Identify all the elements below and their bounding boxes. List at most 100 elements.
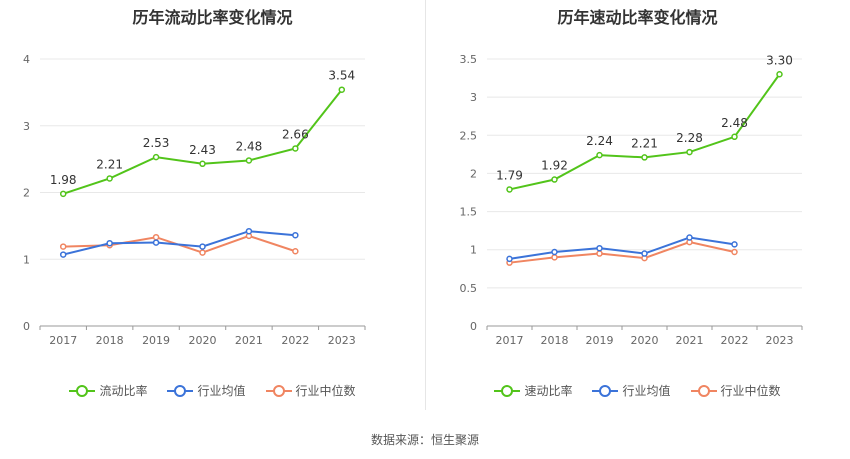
- data-label: 2.48: [721, 116, 748, 130]
- legend-swatch-icon: [690, 384, 717, 398]
- legend-item[interactable]: 速动比率: [494, 382, 572, 399]
- y-tick-label: 0.5: [460, 282, 478, 295]
- y-tick-label: 4: [23, 53, 30, 66]
- chart-title: 历年速动比率变化情况: [557, 8, 718, 27]
- data-point[interactable]: [59, 243, 67, 250]
- data-point[interactable]: [292, 231, 299, 239]
- series-line: [62, 89, 343, 195]
- chart-panel-quick-ratio: 历年速动比率变化情况 0 0.5 1 1.5 2 2.5 3 3.5 2017 2018 2019 2…: [425, 0, 850, 415]
- series-line: [509, 236, 735, 260]
- data-label: 2.28: [676, 131, 703, 145]
- legend-swatch-icon: [494, 384, 521, 398]
- data-point[interactable]: [152, 239, 160, 246]
- data-point[interactable]: [199, 249, 206, 256]
- legend-label: 速动比率: [524, 384, 573, 398]
- x-tick-label: 2018: [541, 334, 569, 347]
- data-point[interactable]: [199, 160, 206, 168]
- data-point[interactable]: [199, 243, 206, 250]
- data-label: 2.66: [282, 127, 309, 141]
- y-tick-label: 0: [23, 320, 30, 333]
- legend-item[interactable]: 行业均值: [592, 382, 671, 399]
- data-point[interactable]: [338, 86, 346, 93]
- legend-item[interactable]: 流动比率: [69, 382, 147, 399]
- data-point[interactable]: [506, 255, 513, 263]
- data-point[interactable]: [292, 247, 299, 255]
- data-point[interactable]: [551, 176, 558, 183]
- data-point[interactable]: [106, 239, 113, 247]
- series-line: [62, 230, 296, 256]
- y-tick-label: 2.5: [460, 129, 478, 142]
- legend-label: 行业均值: [197, 384, 246, 398]
- data-point[interactable]: [245, 157, 253, 164]
- data-point[interactable]: [596, 250, 603, 257]
- legend-label: 行业中位数: [720, 384, 781, 398]
- data-point[interactable]: [731, 133, 738, 141]
- chart-legend: 流动比率 行业均值 行业中位数: [0, 382, 425, 399]
- legend-swatch-icon: [69, 384, 96, 398]
- x-tick-label: 2019: [586, 334, 614, 347]
- legend-swatch-icon: [167, 384, 194, 398]
- y-tick-label: 2: [23, 187, 30, 200]
- legend-swatch-icon: [592, 384, 619, 398]
- data-point[interactable]: [596, 151, 603, 159]
- x-tick-label: 2021: [235, 334, 263, 347]
- data-point[interactable]: [506, 186, 513, 193]
- data-point[interactable]: [551, 248, 558, 256]
- series-line: [509, 241, 735, 264]
- legend-label: 行业均值: [622, 384, 671, 398]
- chart-title: 历年流动比率变化情况: [132, 8, 293, 27]
- legend-label: 行业中位数: [295, 384, 356, 398]
- data-point[interactable]: [776, 71, 783, 78]
- data-label: 3.30: [766, 53, 793, 67]
- x-tick-label: 2022: [721, 334, 749, 347]
- data-point[interactable]: [152, 233, 160, 241]
- data-label: 2.48: [236, 139, 263, 153]
- y-tick-label: 1: [23, 253, 30, 266]
- chart-legend: 速动比率 行业均值 行业中位数: [425, 382, 850, 399]
- x-tick-label: 2023: [766, 334, 794, 347]
- data-label: 2.21: [631, 136, 658, 150]
- legend-swatch-icon: [265, 384, 292, 398]
- data-point[interactable]: [686, 148, 693, 156]
- legend-label: 流动比率: [99, 384, 148, 398]
- legend-item[interactable]: 行业均值: [167, 382, 246, 399]
- data-point[interactable]: [731, 248, 738, 256]
- data-point[interactable]: [551, 254, 558, 261]
- y-tick-label: 0: [470, 320, 477, 333]
- data-point[interactable]: [641, 250, 648, 257]
- data-point[interactable]: [686, 234, 693, 241]
- data-label: 1.92: [541, 159, 568, 173]
- data-point[interactable]: [641, 154, 648, 161]
- data-point[interactable]: [292, 145, 299, 152]
- data-label: 2.21: [96, 157, 123, 171]
- y-tick-label: 3: [23, 120, 30, 133]
- x-tick-label: 2017: [496, 334, 524, 347]
- line-chart-current-ratio: 0 1 2 3 4 2017 2018 2019 2020 2021 2022 2023 1.98 2.2…: [23, 53, 366, 347]
- y-tick-label: 3.5: [460, 53, 478, 66]
- data-label: 2.53: [143, 136, 170, 150]
- x-tick-label: 2020: [631, 334, 659, 347]
- x-tick-label: 2021: [676, 334, 704, 347]
- legend-item[interactable]: 行业中位数: [690, 382, 781, 399]
- data-point[interactable]: [245, 227, 253, 235]
- data-point[interactable]: [152, 153, 160, 161]
- x-tick-label: 2018: [96, 334, 124, 347]
- y-tick-label: 2: [470, 167, 477, 180]
- x-tick-label: 2019: [142, 334, 170, 347]
- x-tick-label: 2022: [281, 334, 309, 347]
- panel-divider: [425, 0, 426, 410]
- line-chart-quick-ratio: 0 0.5 1 1.5 2 2.5 3 3.5 2017 2018 2019 2020 2021 2022…: [460, 53, 803, 347]
- x-tick-label: 2020: [189, 334, 217, 347]
- data-point[interactable]: [106, 175, 113, 182]
- x-tick-label: 2017: [49, 334, 77, 347]
- data-point[interactable]: [731, 241, 738, 248]
- chart-panel-current-ratio: 历年流动比率变化情况 0 1 2 3 4 2017 2018 2019 2020 2021 2022…: [0, 0, 425, 415]
- data-label: 3.54: [328, 69, 355, 83]
- data-source-note: 数据来源：恒生聚源: [370, 433, 479, 447]
- y-tick-label: 3: [470, 91, 477, 104]
- y-tick-label: 1: [470, 244, 477, 257]
- data-point[interactable]: [59, 190, 67, 198]
- legend-item[interactable]: 行业中位数: [265, 382, 356, 399]
- data-point[interactable]: [596, 244, 603, 252]
- data-point[interactable]: [59, 251, 67, 258]
